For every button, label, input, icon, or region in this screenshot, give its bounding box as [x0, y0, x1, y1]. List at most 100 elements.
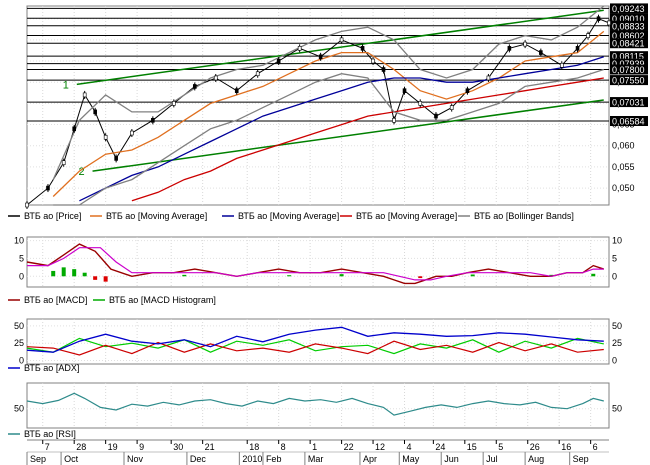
price-legend-label: ВТБ ао [Price]: [24, 211, 81, 221]
macd-y-tick-label: 10: [612, 236, 622, 246]
price-candle: [486, 75, 491, 81]
di-minus-line: [26, 340, 604, 356]
price-candle: [72, 126, 76, 132]
x-day-label: 4: [407, 442, 412, 452]
x-day-label: 6: [593, 442, 598, 452]
adx-y-tick-label-left: 50: [14, 321, 24, 331]
price-candle: [523, 41, 527, 47]
x-day-label: 19: [108, 442, 118, 452]
macd-histogram-bar: [103, 276, 108, 282]
price-level-label: 0,07031: [612, 98, 645, 108]
price-level-badge: [610, 51, 648, 62]
price-level-label: 0,06584: [612, 116, 645, 126]
macd-histogram-bar: [93, 276, 98, 280]
price-level-badge: [610, 97, 648, 108]
x-day-label: 9: [139, 442, 144, 452]
x-month-label: Oct: [64, 454, 79, 464]
x-day-label: 1: [312, 442, 317, 452]
x-month-label: Sep: [30, 454, 46, 464]
rsi-y-tick-label: 50: [612, 404, 622, 414]
x-month-label: Jun: [444, 454, 459, 464]
price-level-badge: [610, 30, 648, 41]
price-candle: [61, 160, 66, 165]
macd-histogram-bar: [418, 276, 423, 279]
macd-legend-label: ВТБ ао [MACD Histogram]: [109, 295, 216, 305]
price-legend-label: ВТБ ао [Moving Average]: [356, 211, 457, 221]
x-day-label: 7: [45, 442, 50, 452]
price-candle: [596, 16, 601, 22]
macd-histogram-bar: [82, 272, 87, 277]
macd-y-tick-label-left: 0: [19, 271, 24, 281]
price-series-line: [131, 77, 604, 202]
price-candle: [114, 156, 118, 161]
macd-histogram-bar: [61, 267, 66, 277]
rsi-plot-frame: [26, 382, 610, 429]
price-level-badge: [610, 3, 648, 14]
price-level-badge: [610, 20, 648, 31]
x-month-label: Nov: [127, 454, 144, 464]
price-candle: [151, 118, 155, 123]
price-level-label: 0,08421: [612, 39, 645, 49]
x-day-label: 18: [249, 442, 259, 452]
x-month-label: May: [402, 454, 420, 464]
price-legend-label: ВТБ ао [Bollinger Bands]: [474, 211, 574, 221]
x-month-label: Aug: [528, 454, 544, 464]
price-candle: [213, 75, 218, 81]
x-month-label: Apr: [363, 454, 377, 464]
price-candle: [46, 185, 50, 191]
price-level-badge: [610, 58, 648, 69]
price-series-line: [52, 5, 605, 180]
price-level-label: 0,08115: [612, 52, 644, 62]
price-candle: [297, 46, 302, 51]
price-candle: [192, 84, 197, 89]
macd-histogram-bar: [287, 275, 292, 277]
x-day-label: 22: [344, 442, 354, 452]
price-level-label: 0,08833: [612, 21, 645, 31]
price-legend-label: ВТБ ао [Moving Average]: [238, 211, 339, 221]
macd-legend-label: ВТБ ао [MACD]: [24, 295, 87, 305]
price-candle: [360, 46, 365, 51]
trend-channel-label: 1: [63, 79, 69, 91]
x-month-label: Sep: [573, 454, 589, 464]
x-day-label: 21: [205, 442, 215, 452]
adx-legend-label: ВТБ ао [ADX]: [24, 363, 79, 373]
di-plus-line: [26, 337, 604, 355]
macd-signal-line: [27, 247, 604, 281]
price-level-badge: [610, 75, 648, 86]
price-level-badge: [610, 115, 648, 126]
price-candle: [465, 88, 470, 93]
price-candle: [402, 88, 407, 93]
price-candle: [103, 134, 108, 140]
x-day-label: 30: [173, 442, 183, 452]
x-day-label: 15: [467, 442, 477, 452]
price-candle: [234, 88, 239, 93]
macd-histogram-bar: [51, 270, 56, 277]
x-day-label: 12: [375, 442, 385, 452]
adx-y-tick-label-left: 0: [19, 356, 24, 366]
price-candle: [392, 118, 396, 123]
price-candle: [318, 54, 323, 60]
price-candle: [560, 62, 564, 68]
price-candle: [507, 46, 512, 51]
x-month-label: 2010: [242, 454, 262, 464]
rsi-y-tick-label-left: 50: [14, 404, 24, 414]
price-level-label: 0,07800: [612, 65, 645, 75]
x-month-label: Dec: [190, 454, 207, 464]
adx-y-tick-label-left: 25: [14, 338, 24, 348]
x-day-label: 24: [435, 442, 445, 452]
macd-histogram-bar: [339, 274, 344, 277]
price-candle: [82, 92, 87, 98]
price-candle: [449, 105, 454, 110]
x-day-label: 16: [561, 442, 571, 452]
rsi-line: [26, 392, 604, 416]
price-level-label: 0,09243: [612, 4, 645, 14]
price-y-tick-label: 0,050: [612, 183, 635, 193]
x-day-label: 28: [76, 442, 86, 452]
macd-histogram-bar: [72, 269, 77, 277]
adx-y-tick-label: 25: [612, 338, 622, 348]
price-series-line: [52, 30, 605, 197]
price-level-badge: [610, 13, 648, 24]
x-day-label: 5: [498, 442, 503, 452]
price-series-line: [79, 56, 604, 202]
